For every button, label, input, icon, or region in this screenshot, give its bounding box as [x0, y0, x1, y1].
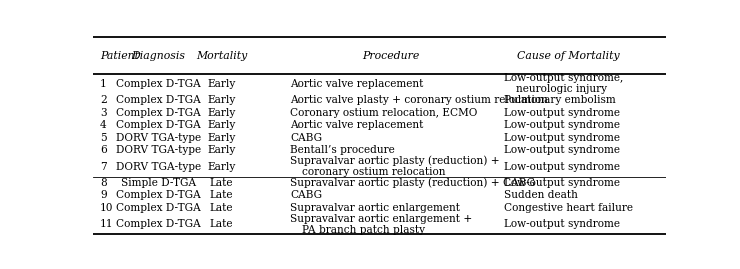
- Text: Simple D-TGA: Simple D-TGA: [121, 178, 196, 188]
- Text: coronary ostium relocation: coronary ostium relocation: [302, 167, 445, 177]
- Text: Early: Early: [207, 161, 235, 172]
- Text: 5: 5: [100, 133, 107, 143]
- Text: Early: Early: [207, 79, 235, 89]
- Text: Aortic valve replacement: Aortic valve replacement: [290, 79, 424, 89]
- Text: Late: Late: [209, 178, 233, 188]
- Text: DORV TGA-type: DORV TGA-type: [116, 133, 201, 143]
- Text: Late: Late: [209, 190, 233, 200]
- Text: DORV TGA-type: DORV TGA-type: [116, 145, 201, 155]
- Text: Complex D-TGA: Complex D-TGA: [116, 108, 201, 118]
- Text: Cause of Mortality: Cause of Mortality: [517, 51, 620, 61]
- Text: Supravalvar aortic enlargement: Supravalvar aortic enlargement: [290, 203, 460, 213]
- Text: Mortality: Mortality: [196, 51, 247, 61]
- Text: Late: Late: [209, 219, 233, 229]
- Text: 1: 1: [100, 79, 107, 89]
- Text: Complex D-TGA: Complex D-TGA: [116, 219, 201, 229]
- Text: Low-output syndrome,: Low-output syndrome,: [504, 73, 624, 83]
- Text: 3: 3: [100, 108, 107, 118]
- Text: Sudden death: Sudden death: [504, 190, 578, 200]
- Text: 6: 6: [100, 145, 107, 155]
- Text: Early: Early: [207, 133, 235, 143]
- Text: Supravalvar aortic plasty (reduction) + CABG: Supravalvar aortic plasty (reduction) + …: [290, 178, 536, 188]
- Text: DORV TGA-type: DORV TGA-type: [116, 161, 201, 172]
- Text: Diagnosis: Diagnosis: [132, 51, 186, 61]
- Text: 8: 8: [100, 178, 107, 188]
- Text: Complex D-TGA: Complex D-TGA: [116, 79, 201, 89]
- Text: Low-output syndrome: Low-output syndrome: [504, 161, 620, 172]
- Text: Bentall’s procedure: Bentall’s procedure: [290, 145, 395, 155]
- Text: Early: Early: [207, 95, 235, 105]
- Text: 4: 4: [100, 120, 107, 130]
- Text: Low-output syndrome: Low-output syndrome: [504, 133, 620, 143]
- Text: Patient: Patient: [100, 51, 139, 61]
- Text: Coronary ostium relocation, ECMO: Coronary ostium relocation, ECMO: [290, 108, 478, 118]
- Text: Supravalvar aortic plasty (reduction) +: Supravalvar aortic plasty (reduction) +: [290, 155, 500, 166]
- Text: Early: Early: [207, 108, 235, 118]
- Text: Procedure: Procedure: [362, 51, 420, 61]
- Text: 7: 7: [100, 161, 107, 172]
- Text: 11: 11: [100, 219, 113, 229]
- Text: Aortic valve replacement: Aortic valve replacement: [290, 120, 424, 130]
- Text: Late: Late: [209, 203, 233, 213]
- Text: Supravalvar aortic enlargement +: Supravalvar aortic enlargement +: [290, 214, 473, 224]
- Text: 2: 2: [100, 95, 107, 105]
- Text: Complex D-TGA: Complex D-TGA: [116, 120, 201, 130]
- Text: Low-output syndrome: Low-output syndrome: [504, 145, 620, 155]
- Text: Complex D-TGA: Complex D-TGA: [116, 95, 201, 105]
- Text: PA branch patch plasty: PA branch patch plasty: [302, 225, 425, 235]
- Text: Low-output syndrome: Low-output syndrome: [504, 120, 620, 130]
- Text: Aortic valve plasty + coronary ostium relocation: Aortic valve plasty + coronary ostium re…: [290, 95, 548, 105]
- Text: Complex D-TGA: Complex D-TGA: [116, 203, 201, 213]
- Text: Low-output syndrome: Low-output syndrome: [504, 219, 620, 229]
- Text: Complex D-TGA: Complex D-TGA: [116, 190, 201, 200]
- Text: 10: 10: [100, 203, 113, 213]
- Text: Early: Early: [207, 120, 235, 130]
- Text: Pulmonary embolism: Pulmonary embolism: [504, 95, 616, 105]
- Text: CABG: CABG: [290, 190, 323, 200]
- Text: neurologic injury: neurologic injury: [516, 84, 607, 94]
- Text: CABG: CABG: [290, 133, 323, 143]
- Text: Low-output syndrome: Low-output syndrome: [504, 108, 620, 118]
- Text: Congestive heart failure: Congestive heart failure: [504, 203, 633, 213]
- Text: 9: 9: [100, 190, 107, 200]
- Text: Low-output syndrome: Low-output syndrome: [504, 178, 620, 188]
- Text: Early: Early: [207, 145, 235, 155]
